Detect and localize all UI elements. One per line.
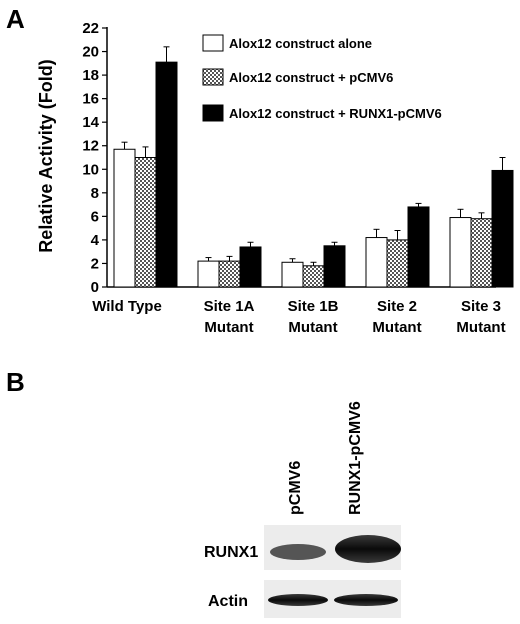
legend-swatch	[202, 68, 224, 86]
x-category-label: Wild Type	[92, 298, 162, 315]
lane-label-pcmv6: pCMV6	[287, 461, 304, 515]
bar	[365, 237, 388, 288]
legend-label: Alox12 construct alone	[229, 36, 372, 51]
panel-a-label: A	[6, 4, 25, 34]
y-tick-label: 18	[82, 67, 99, 84]
x-category-label: Mutant	[456, 319, 505, 336]
bar	[197, 260, 220, 288]
bar	[491, 169, 514, 288]
legend-swatch	[202, 34, 224, 52]
x-category-label: Site 3	[461, 298, 501, 315]
row-label-runx1: RUNX1	[204, 544, 258, 561]
lane-label-runx1-pcmv6: RUNX1-pCMV6	[347, 401, 364, 515]
bar	[302, 265, 325, 288]
western-blot: pCMV6 RUNX1-pCMV6 RUNX1 Actin	[204, 401, 401, 618]
bar	[323, 245, 346, 288]
bar	[239, 246, 262, 288]
y-tick-label: 10	[82, 161, 99, 178]
y-tick-label: 2	[91, 255, 99, 272]
y-tick-label: 0	[91, 279, 99, 296]
bar	[155, 61, 178, 288]
x-axis-labels: Wild Type Site 1A Mutant Site 1B Mutant Site …	[92, 298, 505, 336]
y-tick-label: 6	[91, 208, 99, 225]
bar	[470, 218, 493, 288]
x-category-label: Site 1B	[288, 298, 339, 315]
bar	[449, 217, 472, 288]
panel-b-label: B	[6, 367, 25, 397]
row-label-actin: Actin	[208, 593, 248, 610]
runx1-band-pcmv6	[270, 544, 326, 560]
legend-label: Alox12 construct + RUNX1-pCMV6	[229, 106, 442, 121]
bar	[281, 261, 304, 288]
bar	[218, 260, 241, 288]
bar	[386, 239, 409, 288]
y-tick-label: 20	[82, 44, 99, 61]
y-tick-label: 16	[82, 91, 99, 108]
actin-band-pcmv6	[268, 594, 328, 606]
runx1-band-runx1-pcmv6	[335, 535, 401, 563]
y-axis-label: Relative Activity (Fold)	[36, 59, 56, 252]
legend: Alox12 construct alone Alox12 construct +…	[202, 34, 442, 122]
bar	[134, 157, 157, 288]
actin-band-runx1-pcmv6	[334, 594, 398, 606]
x-category-label: Site 1A	[204, 298, 255, 315]
x-category-label: Site 2	[377, 298, 417, 315]
y-tick-label: 22	[82, 20, 99, 37]
x-category-label: Mutant	[372, 319, 421, 336]
bar	[407, 206, 430, 288]
y-tick-label: 12	[82, 138, 99, 155]
x-category-label: Mutant	[288, 319, 337, 336]
legend-label: Alox12 construct + pCMV6	[229, 70, 393, 85]
y-tick-label: 14	[82, 114, 99, 131]
legend-swatch	[202, 104, 224, 122]
bars	[113, 46, 514, 288]
x-category-label: Mutant	[204, 319, 253, 336]
y-tick-label: 8	[91, 185, 99, 202]
y-tick-label: 4	[91, 232, 100, 249]
bar	[113, 148, 136, 288]
